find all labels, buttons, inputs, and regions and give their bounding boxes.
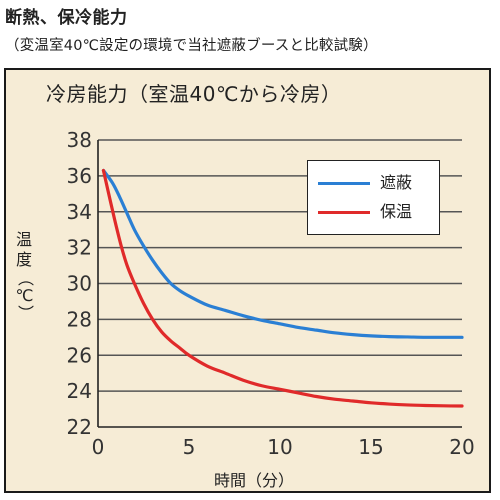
legend-label-shield: 遮蔽 — [380, 173, 413, 192]
x-axis-label: 時間（分） — [214, 471, 295, 490]
y-axis-label: 温 度 （℃） — [12, 230, 36, 326]
x-tick-label-0: 0 — [92, 435, 105, 459]
y-tick-label-38: 38 — [67, 128, 92, 152]
legend: 遮蔽 保温 — [307, 160, 440, 235]
series-line-0 — [101, 168, 464, 339]
y-tick-label-24: 24 — [67, 379, 92, 403]
x-tick-label-20: 20 — [449, 435, 474, 459]
legend-item-shield: 遮蔽 — [318, 172, 438, 194]
y-axis-label-unit: （℃） — [15, 270, 34, 321]
page-subheading: （変温室40℃設定の環境で当社遮蔽ブースと比較試験） — [5, 38, 378, 54]
x-tick-label-5: 5 — [183, 435, 196, 459]
x-tick-label-10: 10 — [267, 435, 292, 459]
legend-label-insulation: 保温 — [380, 202, 413, 221]
legend-line-shield — [318, 182, 370, 185]
y-tick-label-32: 32 — [67, 236, 92, 260]
legend-line-insulation — [318, 211, 370, 214]
y-tick-label-22: 22 — [67, 415, 92, 439]
y-axis-label-char-1: 温 — [15, 230, 32, 249]
legend-item-insulation: 保温 — [318, 201, 438, 223]
y-tick-label-26: 26 — [67, 343, 92, 367]
y-tick-label-28: 28 — [67, 307, 92, 331]
y-tick-label-34: 34 — [67, 200, 92, 224]
chart-title: 冷房能力（室温40℃から冷房） — [46, 82, 342, 106]
page-heading: 断熱、保冷能力 — [5, 8, 128, 28]
y-axis-label-char-2: 度 — [15, 250, 32, 269]
chart-panel: 冷房能力（室温40℃から冷房） 22 24 26 28 30 32 34 36 38 0 5 10 15… — [4, 68, 491, 493]
plot-area: 22 24 26 28 30 32 34 36 38 0 5 10 15 20 — [67, 128, 475, 459]
series-line-1 — [101, 168, 464, 408]
y-tick-label-36: 36 — [67, 164, 92, 188]
x-tick-label-15: 15 — [358, 435, 383, 459]
y-tick-label-30: 30 — [67, 272, 92, 296]
